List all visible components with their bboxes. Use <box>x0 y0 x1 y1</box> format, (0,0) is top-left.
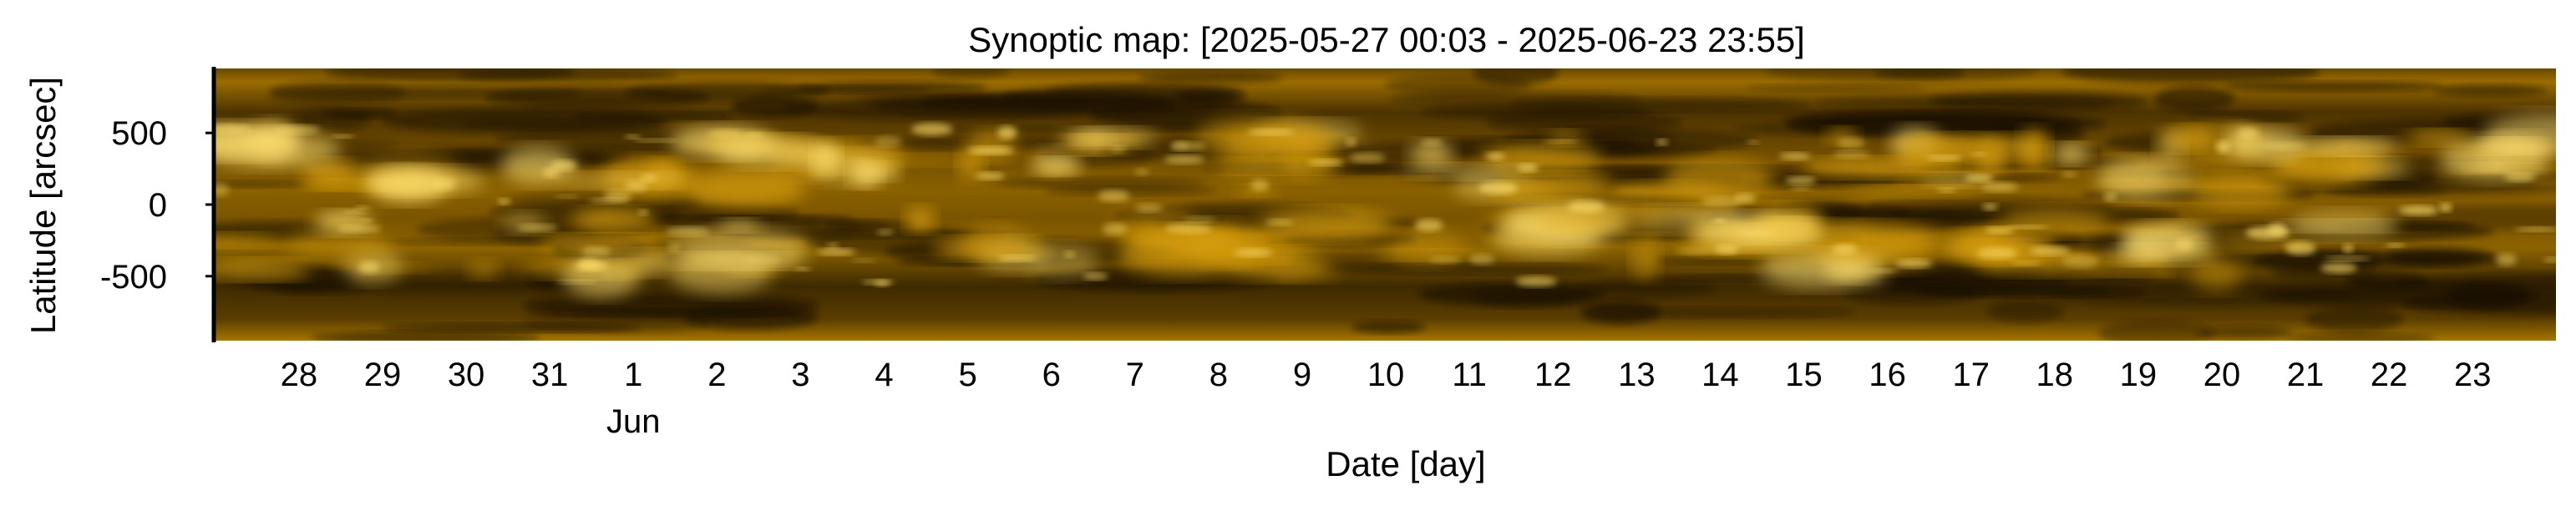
plot-area <box>216 68 2556 341</box>
x-tick-label: 29 <box>364 357 402 393</box>
x-tick-label: 10 <box>1367 357 1405 393</box>
y-tick-label: 500 <box>111 115 167 152</box>
x-tick-label: 16 <box>1869 357 1906 393</box>
x-tick-label: 8 <box>1209 357 1228 393</box>
x-tick-label: 17 <box>1952 357 1990 393</box>
x-tick-label: 21 <box>2287 357 2325 393</box>
x-tick-label: 20 <box>2203 357 2241 393</box>
x-tick-label: 2 <box>707 357 726 393</box>
x-axis-label: Date [day] <box>1326 444 1485 483</box>
chart-title: Synoptic map: [2025-05-27 00:03 - 2025-0… <box>968 20 1805 59</box>
x-tick-label: 14 <box>1701 357 1739 393</box>
x-tick-label: 5 <box>958 357 976 393</box>
x-ticks: 28 29 30 31 1 2 3 4 5 6 7 8 9 10 11 12 13 14 15 16 17 18 19 20 2… <box>281 357 2492 393</box>
x-tick-label: 28 <box>281 357 318 393</box>
x-tick-label: 22 <box>2371 357 2408 393</box>
x-tick-label: 15 <box>1785 357 1823 393</box>
x-tick-label: 31 <box>531 357 569 393</box>
x-tick-label: 1 <box>624 357 642 393</box>
y-tick-label: 0 <box>149 187 167 224</box>
y-axis-label: Latitude [arcsec] <box>23 77 63 334</box>
x-tick-label: 9 <box>1293 357 1311 393</box>
x-tick-label: 11 <box>1452 357 1487 393</box>
x-tick-label: 6 <box>1042 357 1061 393</box>
x-tick-label: 3 <box>791 357 809 393</box>
x-tick-label: 4 <box>875 357 893 393</box>
x-tick-label: 23 <box>2454 357 2492 393</box>
intensity-texture <box>216 68 2556 341</box>
x-tick-label: 19 <box>2120 357 2158 393</box>
y-ticks: 500 0 -500 <box>100 115 214 296</box>
x-tick-label: 18 <box>2036 357 2074 393</box>
y-tick-label: -500 <box>100 259 167 296</box>
x-tick-label: 7 <box>1126 357 1144 393</box>
x-tick-label: 13 <box>1618 357 1656 393</box>
x-tick-label: 12 <box>1534 357 1572 393</box>
x-tick-label: 30 <box>448 357 485 393</box>
x-month-label: Jun <box>606 403 661 440</box>
